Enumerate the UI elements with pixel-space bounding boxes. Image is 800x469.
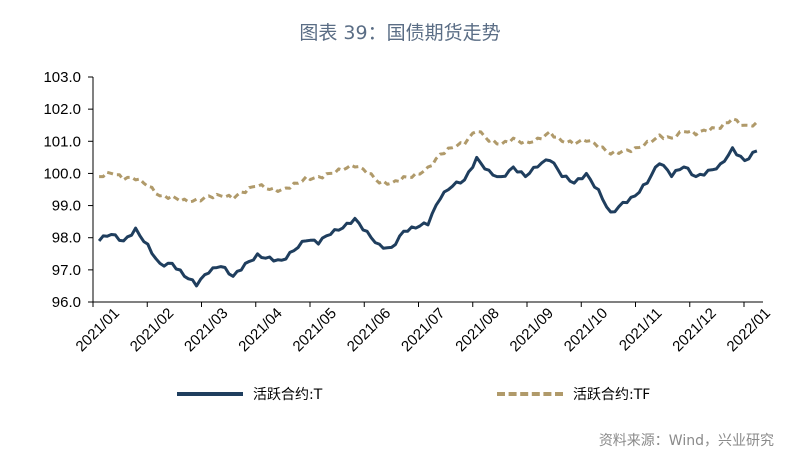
x-tick-label: 2021/07 [398,305,448,355]
x-tick-label: 2022/01 [724,305,774,355]
y-tick-label: 102.0 [43,101,81,118]
y-tick-label: 97.0 [52,262,81,279]
tick-labels: 103.0102.0101.0100.099.098.097.096.02021… [43,69,774,355]
y-tick-label: 101.0 [43,133,81,150]
legend-label-tf: 活跃合约:TF [573,387,651,403]
legend-item-tf: 活跃合约:TF [497,384,650,404]
y-tick-label: 96.0 [52,294,81,311]
x-tick-label: 2021/01 [73,305,123,355]
x-tick-label: 2021/05 [290,305,340,355]
y-tick-label: 99.0 [52,198,81,215]
x-tick-label: 2021/04 [235,305,285,355]
legend-item-t: 活跃合约:T [177,384,322,404]
x-tick-label: 2021/02 [127,305,177,355]
x-tick-label: 2021/09 [507,305,557,355]
y-tick-label: 100.0 [43,165,81,182]
source-note: 资料来源：Wind，兴业研究 [598,433,774,449]
x-tick-label: 2021/08 [452,305,502,355]
x-tick-label: 2021/03 [181,305,231,355]
x-tick-label: 2021/10 [561,305,611,355]
series-lines [97,117,758,288]
axes [88,76,763,307]
legend-swatch-dashed [497,392,563,396]
legend-swatch-solid [177,392,243,396]
x-tick-label: 2021/12 [669,305,719,355]
x-tick-label: 2021/11 [616,305,666,355]
y-tick-label: 98.0 [52,230,81,247]
x-tick-label: 2021/06 [344,305,394,355]
series-line-t [97,146,758,288]
series-line-tf [99,117,758,204]
y-tick-label: 103.0 [43,69,81,86]
legend-label-t: 活跃合约:T [253,387,323,403]
chart-title: 图表 39：国债期货走势 [299,22,501,44]
